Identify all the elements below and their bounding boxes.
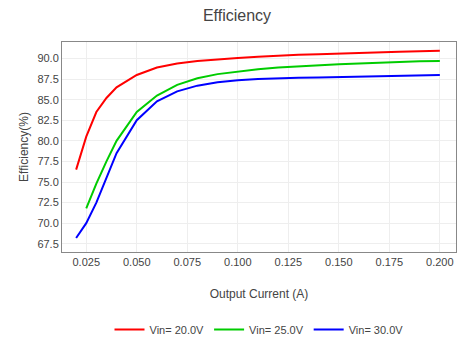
svg-text:70.0: 70.0 [37,217,58,229]
svg-text:0.125: 0.125 [275,256,303,268]
svg-text:Output Current (A): Output Current (A) [210,287,309,301]
svg-text:75.0: 75.0 [37,176,58,188]
svg-text:0.200: 0.200 [426,256,454,268]
svg-text:0.150: 0.150 [325,256,353,268]
svg-text:72.5: 72.5 [37,196,58,208]
svg-text:80.0: 80.0 [37,135,58,147]
svg-text:Vin= 20.0V: Vin= 20.0V [150,324,205,336]
svg-text:0.050: 0.050 [123,256,151,268]
svg-text:0.100: 0.100 [224,256,252,268]
svg-text:Vin= 30.0V: Vin= 30.0V [349,324,404,336]
svg-text:Vin= 25.0V: Vin= 25.0V [249,324,304,336]
svg-text:Efficiency(%): Efficiency(%) [17,112,31,182]
svg-text:87.5: 87.5 [37,73,58,85]
svg-text:82.5: 82.5 [37,114,58,126]
svg-text:0.075: 0.075 [174,256,202,268]
svg-text:0.025: 0.025 [72,256,100,268]
svg-text:85.0: 85.0 [37,94,58,106]
svg-text:0.175: 0.175 [376,256,404,268]
svg-text:77.5: 77.5 [37,155,58,167]
svg-text:67.5: 67.5 [37,238,58,250]
svg-text:90.0: 90.0 [37,52,58,64]
svg-text:Efficiency: Efficiency [203,7,271,24]
